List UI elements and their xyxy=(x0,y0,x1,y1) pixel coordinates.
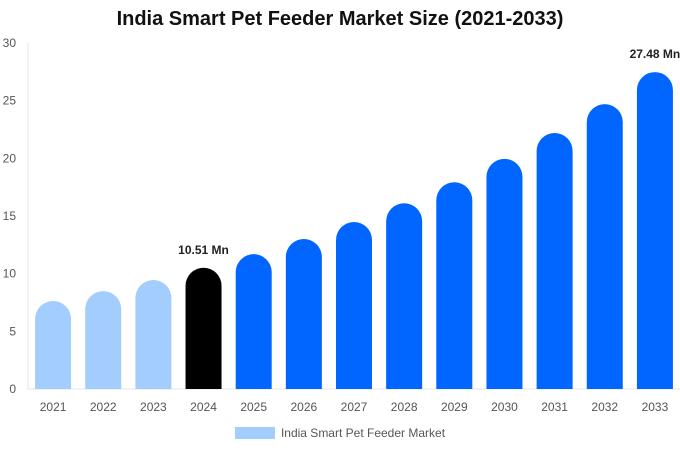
legend: India Smart Pet Feeder Market xyxy=(0,426,680,440)
bar-2029 xyxy=(436,182,473,389)
bar-2025 xyxy=(235,254,272,389)
data-label-2033: 27.48 Mn xyxy=(630,47,680,61)
x-tick-label: 2025 xyxy=(240,400,267,414)
y-tick-label: 30 xyxy=(3,36,17,50)
x-tick-label: 2032 xyxy=(591,400,618,414)
x-tick-label: 2028 xyxy=(391,400,418,414)
bar-2028 xyxy=(386,203,423,389)
x-tick-label: 2031 xyxy=(541,400,568,414)
x-tick-label: 2029 xyxy=(441,400,468,414)
bar-2030 xyxy=(486,158,523,389)
y-tick-label: 5 xyxy=(9,324,16,338)
x-tick-label: 2030 xyxy=(491,400,518,414)
y-tick-label: 0 xyxy=(9,382,16,396)
y-tick-label: 10 xyxy=(3,267,17,281)
bar-2032 xyxy=(586,104,623,390)
x-tick-label: 2022 xyxy=(90,400,117,414)
bar-2026 xyxy=(285,238,322,389)
x-tick-label: 2023 xyxy=(140,400,167,414)
x-tick-label: 2033 xyxy=(642,400,669,414)
bar-2022 xyxy=(85,291,122,389)
x-tick-label: 2021 xyxy=(40,400,67,414)
bar-2031 xyxy=(536,132,573,389)
bar-2027 xyxy=(336,221,372,389)
legend-swatch xyxy=(234,427,275,439)
legend-label: India Smart Pet Feeder Market xyxy=(280,426,446,440)
bar-2021 xyxy=(35,301,72,389)
x-tick-label: 2027 xyxy=(341,400,368,414)
x-tick-label: 2024 xyxy=(190,400,217,414)
bar-2023 xyxy=(135,280,172,389)
y-tick-label: 25 xyxy=(3,94,17,108)
bar-2024 xyxy=(185,267,222,389)
chart-title: India Smart Pet Feeder Market Size (2021… xyxy=(116,8,564,30)
data-label-2024: 10.51 Mn xyxy=(178,243,229,257)
x-tick-label: 2026 xyxy=(290,400,317,414)
y-tick-label: 20 xyxy=(3,151,17,165)
bar-2033 xyxy=(636,72,673,390)
y-tick-label: 15 xyxy=(3,209,17,223)
